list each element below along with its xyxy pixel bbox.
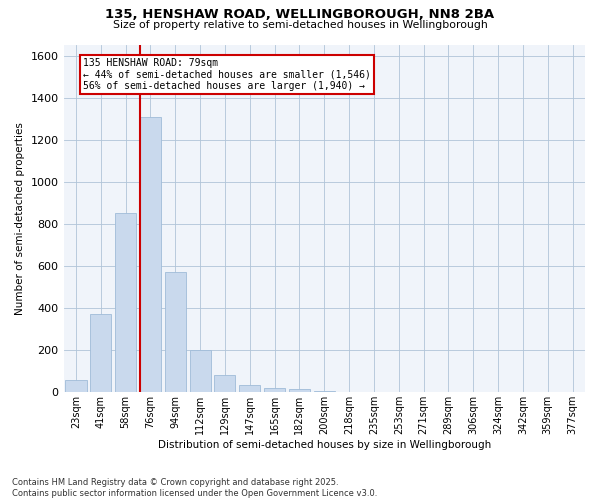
Text: Contains HM Land Registry data © Crown copyright and database right 2025.
Contai: Contains HM Land Registry data © Crown c… [12, 478, 377, 498]
Bar [140, 116, 161, 392]
Text: Size of property relative to semi-detached houses in Wellingborough: Size of property relative to semi-detach… [113, 20, 487, 30]
Bar [165, 272, 186, 392]
X-axis label: Distribution of semi-detached houses by size in Wellingborough: Distribution of semi-detached houses by … [158, 440, 491, 450]
Bar [90, 314, 112, 392]
Text: 135, HENSHAW ROAD, WELLINGBOROUGH, NN8 2BA: 135, HENSHAW ROAD, WELLINGBOROUGH, NN8 2… [106, 8, 494, 20]
Bar [65, 380, 86, 392]
Bar [115, 214, 136, 392]
Text: 135 HENSHAW ROAD: 79sqm
← 44% of semi-detached houses are smaller (1,546)
56% of: 135 HENSHAW ROAD: 79sqm ← 44% of semi-de… [83, 58, 371, 91]
Bar [239, 385, 260, 392]
Y-axis label: Number of semi-detached properties: Number of semi-detached properties [15, 122, 25, 315]
Bar [264, 388, 285, 392]
Bar [289, 389, 310, 392]
Bar [190, 350, 211, 393]
Bar [214, 376, 235, 392]
Bar [314, 391, 335, 392]
